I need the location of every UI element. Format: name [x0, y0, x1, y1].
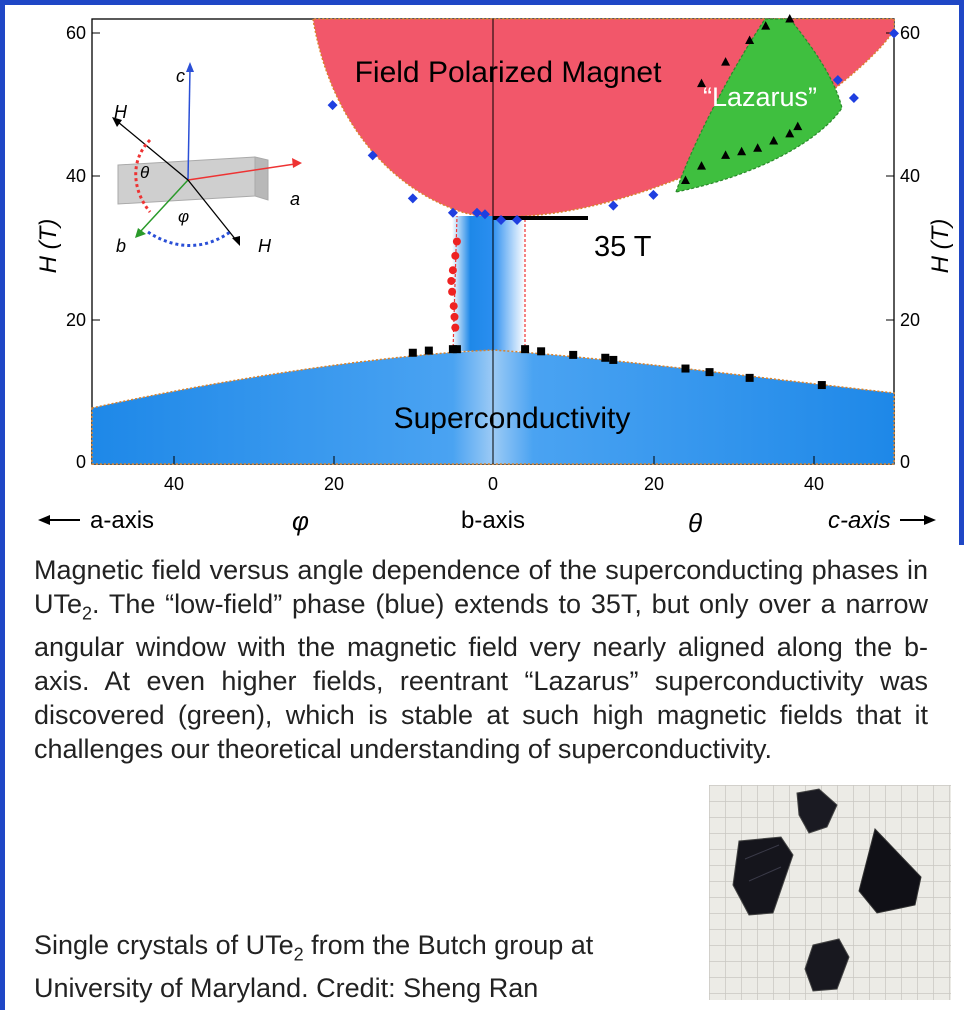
y-axis-left: 60 40 20 0	[66, 23, 100, 472]
data-point-triangle	[785, 128, 795, 138]
data-point-square	[448, 345, 457, 354]
data-point-triangle	[697, 161, 707, 170]
data-point-triangle	[785, 14, 795, 23]
frame-top-border	[0, 0, 964, 5]
data-point-square	[521, 345, 530, 354]
data-point-triangle	[745, 35, 755, 45]
label-field-polarized: Field Polarized Magnet	[355, 56, 662, 89]
photo-caption: Single crystals of UTe2 from the Butch g…	[34, 928, 704, 1005]
inset-label-phi: φ	[178, 207, 189, 226]
x-axis-ticks: 40 20 0 20 40	[164, 456, 824, 494]
frame-left-border	[0, 0, 5, 1010]
svg-text:40: 40	[804, 474, 824, 494]
inset-label-a: a	[290, 189, 300, 209]
frame-right-border	[959, 0, 964, 545]
svg-text:60: 60	[66, 23, 86, 43]
data-point-diamond	[447, 207, 458, 218]
svg-text:20: 20	[644, 474, 664, 494]
data-point-diamond	[889, 28, 899, 39]
data-point-diamond	[608, 200, 619, 211]
data-point-triangle	[680, 175, 690, 184]
data-point-diamond	[407, 193, 418, 204]
inset-label-h-upper: H	[114, 102, 128, 122]
data-point-circle	[447, 276, 456, 285]
data-point-diamond	[471, 207, 482, 218]
svg-text:40: 40	[900, 166, 920, 186]
data-point-circle	[449, 302, 458, 311]
data-point-square	[681, 364, 690, 373]
label-c-axis: c-axis	[828, 507, 891, 534]
y-axis-right: 60 40 20 0	[886, 23, 920, 472]
label-lazarus: “Lazarus”	[703, 82, 817, 112]
caption-text: Magnetic field versus angle dependence o…	[34, 555, 928, 619]
data-point-square	[408, 348, 417, 357]
data-point-square	[569, 350, 578, 359]
svg-text:20: 20	[900, 310, 920, 330]
data-point-circle	[451, 251, 460, 260]
label-phi: φ	[292, 506, 309, 536]
data-point-diamond	[367, 150, 378, 161]
data-point-triangle	[721, 150, 731, 159]
caption-subscript: 2	[82, 603, 93, 624]
y-axis-label-left: H (T)	[35, 219, 62, 274]
data-point-square	[705, 368, 714, 377]
data-point-triangle	[697, 78, 707, 88]
label-b-axis: b-axis	[461, 507, 525, 534]
crystal-photo	[709, 785, 951, 1000]
data-point-diamond	[648, 189, 659, 200]
low-field-phase-neck	[452, 216, 525, 351]
data-point-square	[817, 381, 826, 390]
data-point-circle	[452, 237, 461, 246]
data-point-diamond	[327, 100, 338, 111]
svg-text:0: 0	[900, 452, 910, 472]
photo-caption-subscript: 2	[293, 944, 304, 965]
phase-diagram: 35 T Field Polarized Magnet “Lazarus” Su…	[35, 14, 954, 538]
photo-caption-part2: from the Butch group at University of Ma…	[34, 930, 594, 1004]
data-markers	[327, 14, 899, 390]
inset-geometry: c a b H H θ φ	[112, 62, 302, 256]
inset-label-b: b	[116, 236, 126, 256]
data-point-circle	[448, 266, 457, 275]
lazarus-region	[675, 18, 843, 193]
data-point-square	[609, 355, 618, 364]
data-point-square	[537, 347, 546, 356]
data-point-triangle	[769, 136, 779, 145]
inset-label-c: c	[176, 66, 185, 86]
svg-text:40: 40	[66, 166, 86, 186]
inset-label-h-lower: H	[258, 236, 272, 256]
label-a-axis: a-axis	[90, 507, 154, 534]
svg-text:0: 0	[488, 474, 498, 494]
data-point-diamond	[512, 214, 523, 225]
svg-text:20: 20	[324, 474, 344, 494]
svg-text:20: 20	[66, 310, 86, 330]
y-axis-label-right: H (T)	[927, 219, 954, 274]
data-point-triangle	[737, 146, 747, 156]
photo-caption-part1: Single crystals of UTe	[34, 930, 294, 960]
data-point-triangle	[753, 143, 763, 152]
data-point-triangle	[761, 21, 771, 30]
data-point-circle	[451, 323, 460, 332]
caption-rest: . The “low-field” phase (blue) extends t…	[34, 589, 928, 765]
data-point-square	[745, 373, 754, 382]
data-point-circle	[448, 287, 457, 296]
data-point-diamond	[496, 214, 507, 225]
axis-direction-row: a-axis φ b-axis θ c-axis	[38, 506, 936, 538]
data-point-square	[424, 346, 433, 355]
data-point-diamond	[832, 75, 843, 86]
svg-text:0: 0	[76, 452, 86, 472]
data-point-diamond	[848, 92, 859, 103]
data-point-square	[601, 353, 610, 362]
svg-text:40: 40	[164, 474, 184, 494]
data-point-triangle	[793, 121, 803, 131]
figure-caption: Magnetic field versus angle dependence o…	[34, 553, 928, 766]
label-35t: 35 T	[594, 231, 652, 263]
data-point-diamond	[479, 209, 490, 220]
label-superconductivity: Superconductivity	[394, 402, 631, 435]
data-point-circle	[450, 312, 459, 321]
data-point-square	[452, 345, 461, 354]
data-point-triangle	[721, 57, 731, 66]
svg-text:60: 60	[900, 23, 920, 43]
inset-label-theta: θ	[140, 163, 150, 182]
label-theta: θ	[688, 508, 702, 538]
